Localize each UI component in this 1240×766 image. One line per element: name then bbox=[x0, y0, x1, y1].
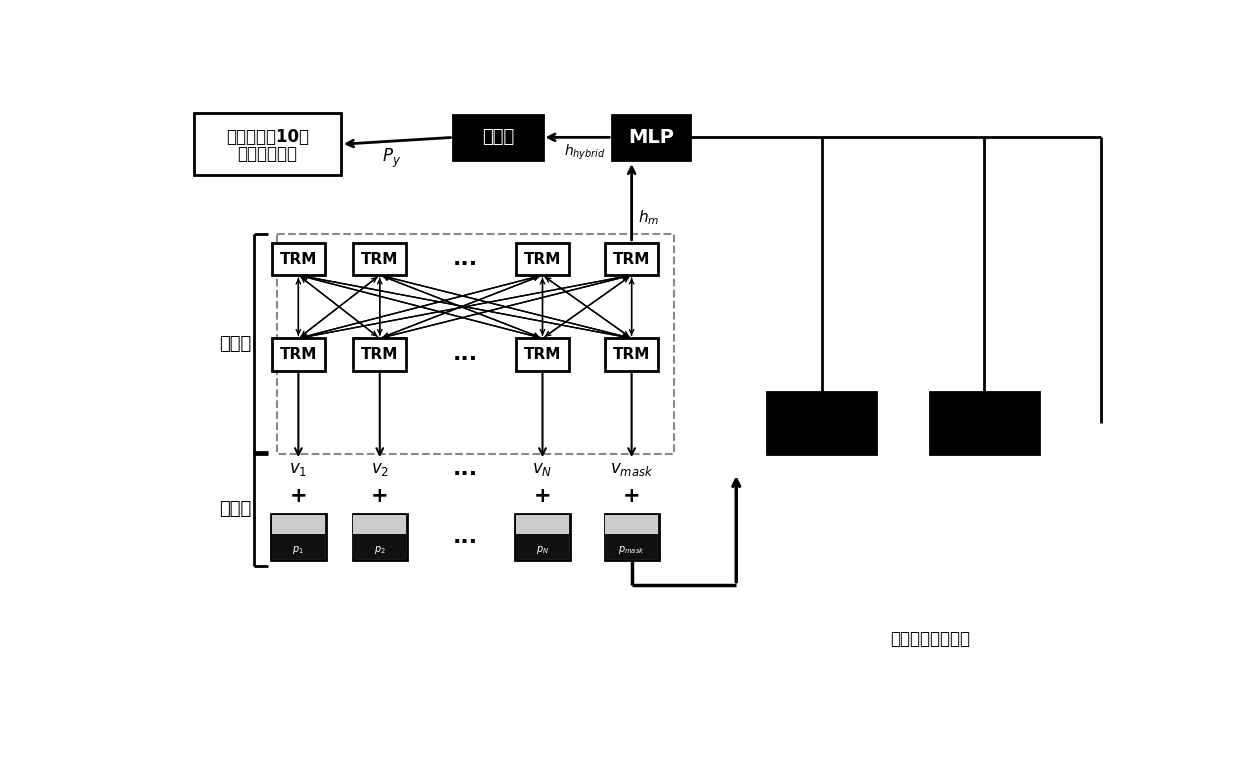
Text: 商品作为推荐: 商品作为推荐 bbox=[237, 145, 298, 162]
Text: 编码层: 编码层 bbox=[218, 335, 250, 353]
Text: 取概率值前10的: 取概率值前10的 bbox=[226, 128, 309, 146]
Text: ...: ... bbox=[453, 460, 477, 480]
Bar bbox=[353, 534, 405, 559]
Text: TRM: TRM bbox=[361, 347, 398, 362]
Text: $p_{mask}$: $p_{mask}$ bbox=[619, 544, 645, 556]
Bar bbox=[454, 115, 543, 159]
Text: TRM: TRM bbox=[523, 251, 562, 267]
Text: ...: ... bbox=[453, 345, 477, 365]
Bar bbox=[930, 392, 1039, 453]
Bar bbox=[605, 243, 658, 275]
Bar bbox=[605, 534, 658, 559]
Bar bbox=[278, 234, 675, 453]
Bar bbox=[353, 339, 405, 371]
Text: TRM: TRM bbox=[361, 251, 398, 267]
Bar bbox=[352, 514, 407, 560]
Bar bbox=[193, 113, 341, 175]
Bar bbox=[272, 514, 325, 560]
Text: MLP: MLP bbox=[629, 128, 673, 147]
Text: +: + bbox=[622, 486, 640, 506]
Text: +: + bbox=[371, 486, 388, 506]
Text: TRM: TRM bbox=[613, 251, 650, 267]
Text: $v_1$: $v_1$ bbox=[289, 460, 308, 478]
Bar bbox=[613, 115, 689, 159]
Bar bbox=[516, 243, 569, 275]
Text: $v_{mask}$: $v_{mask}$ bbox=[610, 460, 653, 478]
Bar bbox=[353, 243, 405, 275]
Text: TRM: TRM bbox=[280, 251, 317, 267]
Bar bbox=[516, 534, 569, 559]
Text: $v_2$: $v_2$ bbox=[371, 460, 389, 478]
Text: 映射层: 映射层 bbox=[482, 129, 515, 146]
Text: $v_N$: $v_N$ bbox=[532, 460, 553, 478]
Text: TRM: TRM bbox=[613, 347, 650, 362]
Bar bbox=[516, 514, 569, 560]
Bar bbox=[768, 392, 875, 453]
Bar bbox=[272, 339, 325, 371]
Text: TRM: TRM bbox=[523, 347, 562, 362]
Bar bbox=[605, 514, 658, 560]
Bar bbox=[605, 339, 658, 371]
Text: $p_2$: $p_2$ bbox=[374, 544, 386, 556]
Bar bbox=[353, 515, 405, 534]
Text: 输入层: 输入层 bbox=[218, 500, 250, 519]
Text: $P_y$: $P_y$ bbox=[382, 146, 401, 170]
Bar bbox=[516, 339, 569, 371]
Text: 新的商品加入序列: 新的商品加入序列 bbox=[890, 630, 970, 647]
Text: $h_m$: $h_m$ bbox=[639, 208, 660, 227]
Bar bbox=[272, 515, 325, 534]
Text: $p_N$: $p_N$ bbox=[536, 544, 549, 556]
Text: ...: ... bbox=[453, 527, 477, 547]
Text: +: + bbox=[533, 486, 552, 506]
Text: +: + bbox=[290, 486, 308, 506]
Text: $h_{hybrid}$: $h_{hybrid}$ bbox=[564, 143, 606, 162]
Bar bbox=[272, 243, 325, 275]
Text: TRM: TRM bbox=[280, 347, 317, 362]
Bar bbox=[516, 515, 569, 534]
Bar bbox=[605, 515, 658, 534]
Bar bbox=[272, 534, 325, 559]
Text: $p_1$: $p_1$ bbox=[293, 544, 304, 556]
Text: ...: ... bbox=[453, 249, 477, 269]
